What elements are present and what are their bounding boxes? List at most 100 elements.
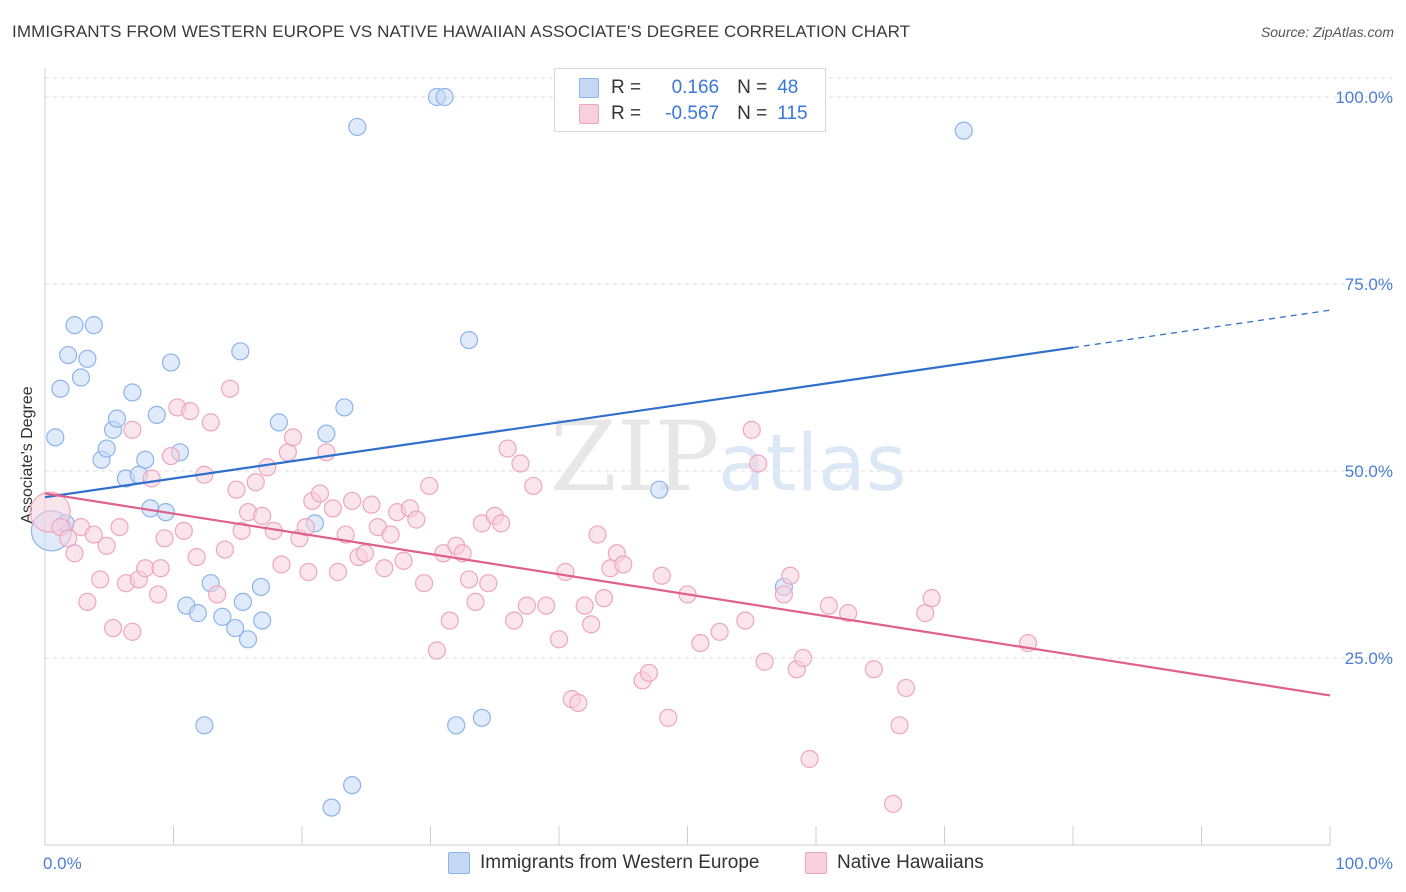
data-point-native-hawaiians [659, 708, 678, 727]
r-label: R = [611, 103, 642, 124]
data-point-native-hawaiians [588, 525, 607, 544]
data-point-native-hawaiians [258, 458, 277, 477]
trend-lines [44, 309, 1331, 697]
series-legend: Immigrants from Western Europe Native Ha… [0, 852, 1406, 878]
data-point-western-europe [322, 798, 341, 817]
data-point-western-europe [335, 398, 354, 417]
trend-line-western-europe [44, 346, 1074, 499]
data-point-native-hawaiians [883, 794, 903, 813]
data-point-native-hawaiians [504, 611, 524, 630]
data-point-native-hawaiians [736, 611, 755, 630]
data-point-western-europe [84, 316, 103, 335]
y-tick-label: 75.0% [1345, 275, 1393, 294]
data-point-native-hawaiians [381, 525, 400, 544]
legend-swatch-western-europe [448, 852, 470, 874]
data-point-native-hawaiians [742, 420, 761, 439]
data-point-western-europe [348, 117, 367, 137]
data-point-native-hawaiians [155, 529, 174, 548]
legend-item-native-hawaiians[interactable]: Native Hawaiians [805, 852, 984, 874]
data-point-native-hawaiians [323, 499, 342, 518]
data-point-native-hawaiians [575, 596, 594, 615]
data-point-native-hawaiians [355, 544, 375, 563]
data-point-western-europe [97, 439, 116, 458]
data-point-native-hawaiians [414, 574, 434, 593]
data-point-native-hawaiians [343, 491, 362, 511]
data-point-western-europe [136, 450, 155, 469]
stats-row-western-europe: R = 0.166 N = 48 [579, 76, 798, 100]
data-point-native-hawaiians [407, 510, 426, 529]
data-point-native-hawaiians [569, 693, 588, 712]
data-point-native-hawaiians [362, 495, 381, 514]
data-point-native-hawaiians [549, 630, 569, 649]
data-point-native-hawaiians [59, 529, 78, 548]
legend-label: Native Hawaiians [837, 852, 984, 873]
data-point-native-hawaiians [582, 615, 601, 634]
data-point-western-europe [195, 716, 214, 735]
data-point-western-europe [188, 604, 208, 623]
data-point-native-hawaiians [466, 592, 485, 612]
data-point-native-hawaiians [187, 547, 206, 567]
data-points [29, 87, 1038, 817]
data-point-native-hawaiians [537, 596, 556, 615]
chart-source: Source: ZipAtlas.com [1260, 24, 1394, 40]
data-point-western-europe [71, 368, 91, 387]
data-point-native-hawaiians [97, 536, 116, 555]
data-point-native-hawaiians [142, 469, 161, 488]
data-point-western-europe [46, 428, 65, 447]
data-point-western-europe [161, 353, 181, 372]
legend-item-western-europe[interactable]: Immigrants from Western Europe [448, 852, 759, 874]
data-point-native-hawaiians [246, 473, 265, 492]
legend-swatch-western-europe [579, 78, 599, 98]
x-tick-label-min: 0.0% [43, 854, 82, 873]
data-point-western-europe [59, 345, 78, 365]
data-point-native-hawaiians [492, 514, 511, 533]
data-point-native-hawaiians [110, 517, 129, 537]
data-point-native-hawaiians [524, 476, 543, 496]
legend-swatch-native-hawaiians [579, 104, 599, 124]
stats-row-native-hawaiians: R = -0.567 N = 115 [579, 102, 808, 126]
legend-swatch-native-hawaiians [805, 852, 827, 874]
data-point-native-hawaiians [227, 480, 246, 499]
data-point-native-hawaiians [65, 544, 84, 563]
data-point-native-hawaiians [819, 596, 838, 615]
r-label: R = [611, 77, 642, 98]
data-point-native-hawaiians [174, 521, 193, 540]
data-point-native-hawaiians [272, 555, 291, 574]
data-point-western-europe [231, 342, 250, 361]
data-point-western-europe [65, 316, 84, 335]
grid-lines [45, 77, 1392, 659]
data-point-native-hawaiians [123, 622, 142, 641]
data-point-native-hawaiians [800, 749, 819, 769]
y-tick-label: 50.0% [1345, 462, 1393, 481]
data-point-native-hawaiians [890, 716, 909, 735]
data-point-native-hawaiians [755, 652, 774, 671]
x-tick-label-max: 100.0% [1335, 854, 1393, 873]
data-point-western-europe [51, 379, 70, 398]
n-label: N = [737, 77, 768, 98]
data-point-native-hawaiians [161, 446, 181, 466]
trend-line-native-hawaiians [44, 492, 1331, 697]
data-point-native-hawaiians [215, 540, 234, 559]
data-point-western-europe [123, 383, 142, 402]
data-point-native-hawaiians [517, 596, 536, 615]
axes [44, 68, 1331, 846]
data-point-native-hawaiians [556, 562, 575, 582]
data-point-native-hawaiians [511, 454, 530, 473]
data-point-native-hawaiians [916, 604, 935, 623]
data-point-western-europe [954, 121, 973, 140]
data-point-native-hawaiians [691, 633, 710, 653]
data-point-native-hawaiians [283, 428, 303, 447]
stats-legend: R = 0.166 N = 48 R = -0.567 N = 115 [554, 68, 826, 132]
data-point-native-hawaiians [104, 618, 123, 638]
data-point-western-europe [226, 618, 245, 638]
data-point-native-hawaiians [614, 555, 633, 574]
data-point-western-europe [238, 630, 258, 649]
data-point-western-europe [213, 607, 232, 626]
y-tick-label: 100.0% [1335, 88, 1393, 107]
data-point-native-hawaiians [336, 525, 355, 544]
data-point-native-hawaiians [794, 648, 813, 668]
data-point-native-hawaiians [232, 521, 251, 540]
data-point-native-hawaiians [220, 379, 240, 398]
